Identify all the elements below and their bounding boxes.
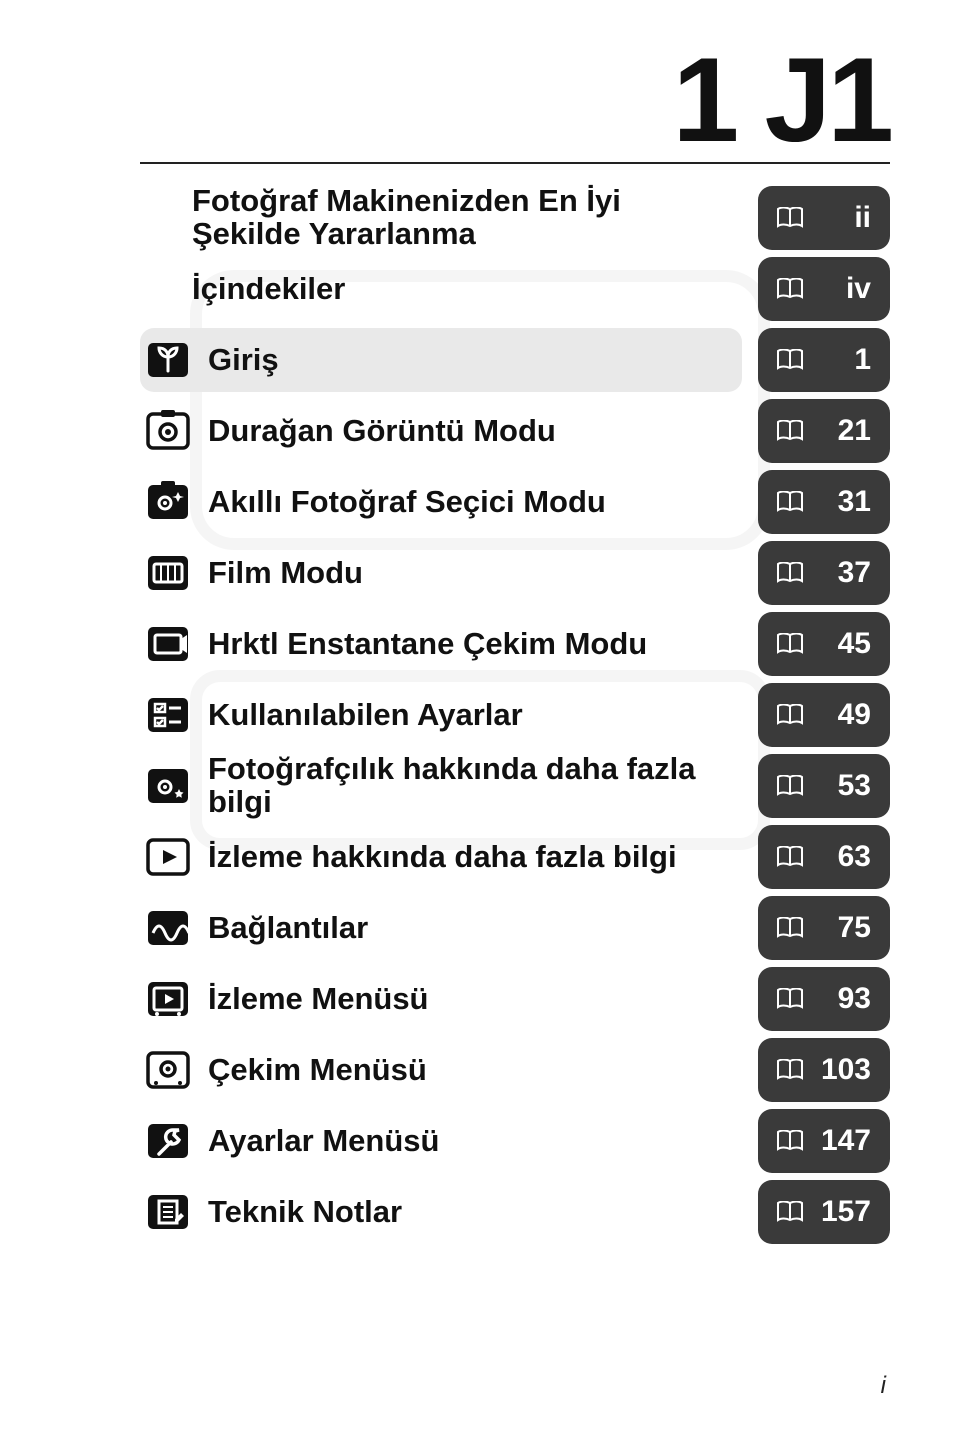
toc-row-left: İzleme hakkında daha fazla bilgi bbox=[140, 825, 742, 889]
page-ref: 75 bbox=[758, 896, 890, 960]
page-number: 75 bbox=[817, 911, 871, 945]
toc-label: Fotoğrafçılık hakkında daha fazla bilgi bbox=[208, 753, 728, 819]
toc-row-left: Ayarlar Menüsü bbox=[140, 1109, 742, 1173]
page-ref: 21 bbox=[758, 399, 890, 463]
toc-label: Giriş bbox=[208, 344, 279, 377]
page-number: 157 bbox=[817, 1195, 871, 1229]
toc-row-left: Hrktl Enstantane Çekim Modu bbox=[140, 612, 742, 676]
toc-row-left: Akıllı Fotoğraf Seçici Modu bbox=[140, 470, 742, 534]
camera-star-icon bbox=[142, 760, 194, 812]
page-ref: 45 bbox=[758, 612, 890, 676]
play-menu-icon bbox=[142, 973, 194, 1025]
toc-row-left: Çekim Menüsü bbox=[140, 1038, 742, 1102]
page-ref: iv bbox=[758, 257, 890, 321]
toc-label: Hrktl Enstantane Çekim Modu bbox=[208, 628, 647, 661]
page-number: iv bbox=[817, 272, 871, 306]
toc-row-left: Kullanılabilen Ayarlar bbox=[140, 683, 742, 747]
camera-icon bbox=[142, 405, 194, 457]
toc-label: İzleme hakkında daha fazla bilgi bbox=[208, 841, 677, 874]
page-ref: 49 bbox=[758, 683, 890, 747]
model-title: 1 J1 bbox=[140, 40, 890, 160]
toc-label: Durağan Görüntü Modu bbox=[208, 415, 556, 448]
wave-icon bbox=[142, 902, 194, 954]
play-icon bbox=[142, 831, 194, 883]
toc-label: Bağlantılar bbox=[208, 912, 368, 945]
camera-ai-icon bbox=[142, 476, 194, 528]
page-number: 93 bbox=[817, 982, 871, 1016]
page-footer-number: i bbox=[881, 1372, 886, 1400]
page-number: 103 bbox=[817, 1053, 871, 1087]
toc-row[interactable]: Film Modu 37 bbox=[140, 541, 890, 605]
toc-row[interactable]: İzleme Menüsü 93 bbox=[140, 967, 890, 1031]
toc-row[interactable]: Giriş 1 bbox=[140, 328, 890, 392]
page-ref: 1 bbox=[758, 328, 890, 392]
toc-row-left: Teknik Notlar bbox=[140, 1180, 742, 1244]
page-number: 63 bbox=[817, 840, 871, 874]
checklist-icon bbox=[142, 689, 194, 741]
toc-label: Ayarlar Menüsü bbox=[208, 1125, 439, 1158]
toc-row[interactable]: Bağlantılar 75 bbox=[140, 896, 890, 960]
toc-label: Çekim Menüsü bbox=[208, 1054, 427, 1087]
table-of-contents: Fotoğraf Makinenizden En İyi Şekilde Yar… bbox=[140, 186, 890, 1244]
page-number: 31 bbox=[817, 485, 871, 519]
toc-label: İzleme Menüsü bbox=[208, 983, 429, 1016]
toc-row[interactable]: İçindekiler iv bbox=[140, 257, 890, 321]
page-number: 45 bbox=[817, 627, 871, 661]
wrench-icon bbox=[142, 1115, 194, 1167]
toc-row[interactable]: İzleme hakkında daha fazla bilgi 63 bbox=[140, 825, 890, 889]
toc-label: Kullanılabilen Ayarlar bbox=[208, 699, 523, 732]
toc-row[interactable]: Çekim Menüsü 103 bbox=[140, 1038, 890, 1102]
page-ref: 147 bbox=[758, 1109, 890, 1173]
page-number: 53 bbox=[817, 769, 871, 803]
page-ref: 157 bbox=[758, 1180, 890, 1244]
sprout-icon bbox=[142, 334, 194, 386]
page-ref: 31 bbox=[758, 470, 890, 534]
toc-row-left: Durağan Görüntü Modu bbox=[140, 399, 742, 463]
toc-row-left: Film Modu bbox=[140, 541, 742, 605]
toc-row-left: Bağlantılar bbox=[140, 896, 742, 960]
page-number: 21 bbox=[817, 414, 871, 448]
toc-row-left: Fotoğrafçılık hakkında daha fazla bilgi bbox=[140, 754, 742, 818]
cam-menu-icon bbox=[142, 1044, 194, 1096]
page-number: 147 bbox=[817, 1124, 871, 1158]
page-ref: 63 bbox=[758, 825, 890, 889]
page-ref: 93 bbox=[758, 967, 890, 1031]
snapshot-icon bbox=[142, 618, 194, 670]
toc-row-left: İzleme Menüsü bbox=[140, 967, 742, 1031]
page-number: 49 bbox=[817, 698, 871, 732]
toc-row-left: Giriş bbox=[140, 328, 742, 392]
film-icon bbox=[142, 547, 194, 599]
page-ref: ii bbox=[758, 186, 890, 250]
toc-row[interactable]: Teknik Notlar 157 bbox=[140, 1180, 890, 1244]
toc-row[interactable]: Kullanılabilen Ayarlar 49 bbox=[140, 683, 890, 747]
page-number: 1 bbox=[817, 343, 871, 377]
page-ref: 103 bbox=[758, 1038, 890, 1102]
toc-label: Akıllı Fotoğraf Seçici Modu bbox=[208, 486, 606, 519]
toc-row-left: İçindekiler bbox=[140, 257, 742, 321]
toc-row-left: Fotoğraf Makinenizden En İyi Şekilde Yar… bbox=[140, 186, 742, 250]
toc-label: İçindekiler bbox=[192, 273, 345, 306]
page-ref: 37 bbox=[758, 541, 890, 605]
toc-row[interactable]: Fotoğrafçılık hakkında daha fazla bilgi 5… bbox=[140, 754, 890, 818]
notes-icon bbox=[142, 1186, 194, 1238]
page-number: 37 bbox=[817, 556, 871, 590]
toc-label: Film Modu bbox=[208, 557, 363, 590]
toc-label: Teknik Notlar bbox=[208, 1196, 402, 1229]
toc-row[interactable]: Hrktl Enstantane Çekim Modu 45 bbox=[140, 612, 890, 676]
toc-row[interactable]: Akıllı Fotoğraf Seçici Modu 31 bbox=[140, 470, 890, 534]
page-ref: 53 bbox=[758, 754, 890, 818]
toc-row[interactable]: Fotoğraf Makinenizden En İyi Şekilde Yar… bbox=[140, 186, 890, 250]
page-number: ii bbox=[817, 201, 871, 235]
toc-row[interactable]: Durağan Görüntü Modu 21 bbox=[140, 399, 890, 463]
toc-row[interactable]: Ayarlar Menüsü 147 bbox=[140, 1109, 890, 1173]
toc-label: Fotoğraf Makinenizden En İyi Şekilde Yar… bbox=[192, 185, 728, 251]
